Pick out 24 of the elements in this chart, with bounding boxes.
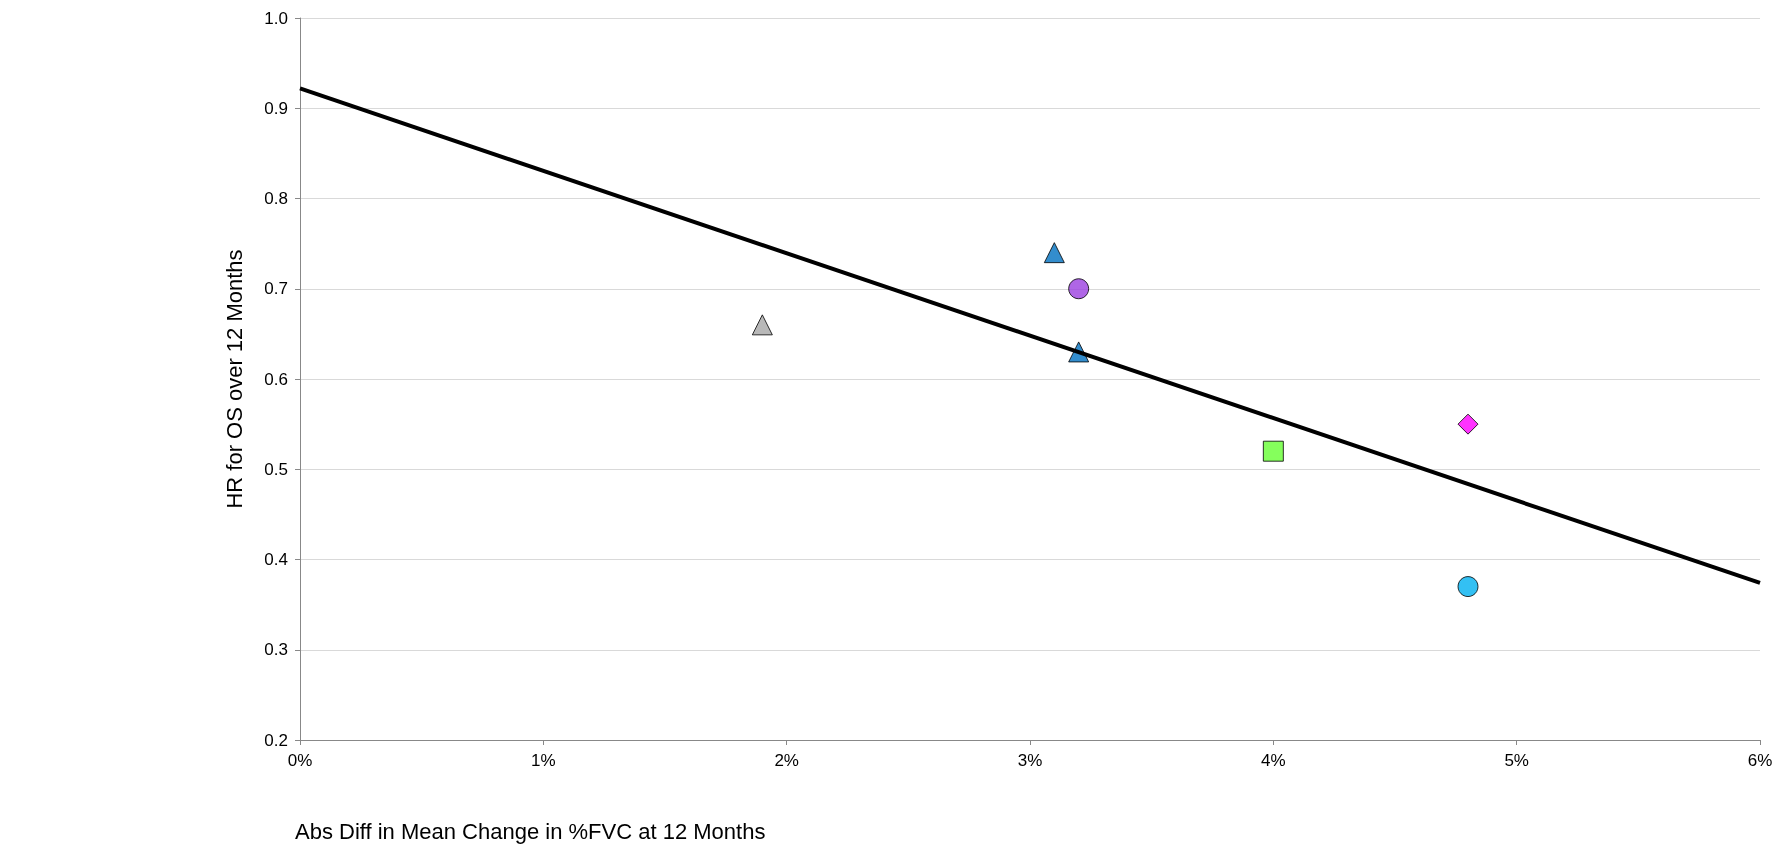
y-tick-label: 0.7 bbox=[264, 279, 288, 299]
x-tick-label: 3% bbox=[1017, 751, 1043, 770]
x-tick-label: 0% bbox=[287, 751, 313, 770]
point bbox=[1457, 413, 1479, 435]
y-tick-label: 0.5 bbox=[264, 459, 288, 479]
x-tick-label: 2% bbox=[774, 751, 799, 770]
point bbox=[1068, 278, 1090, 300]
y-tick-label: 0.6 bbox=[264, 369, 288, 389]
y-tick-label: 0.3 bbox=[264, 640, 288, 660]
y-tick-label: 0.4 bbox=[264, 550, 288, 569]
y-tick-label: 0.2 bbox=[264, 730, 288, 750]
x-tick-label: 1% bbox=[531, 751, 556, 770]
y-axis-title: HR for OS over 12 Months bbox=[221, 249, 247, 509]
y-tick-label: 1.0 bbox=[264, 8, 288, 28]
y-tick-label: 0.8 bbox=[264, 189, 288, 208]
point bbox=[1262, 440, 1284, 462]
y-tick-label: 0.9 bbox=[264, 98, 288, 118]
x-axis-title: Abs Diff in Mean Change in %FVC at 12 Months bbox=[295, 818, 766, 844]
point bbox=[1457, 576, 1479, 598]
point bbox=[751, 314, 773, 336]
x-tick-label: 6% bbox=[1747, 751, 1773, 770]
x-tick-label: 4% bbox=[1261, 751, 1286, 770]
x-tick-label: 5% bbox=[1504, 751, 1529, 770]
point bbox=[1043, 242, 1065, 264]
